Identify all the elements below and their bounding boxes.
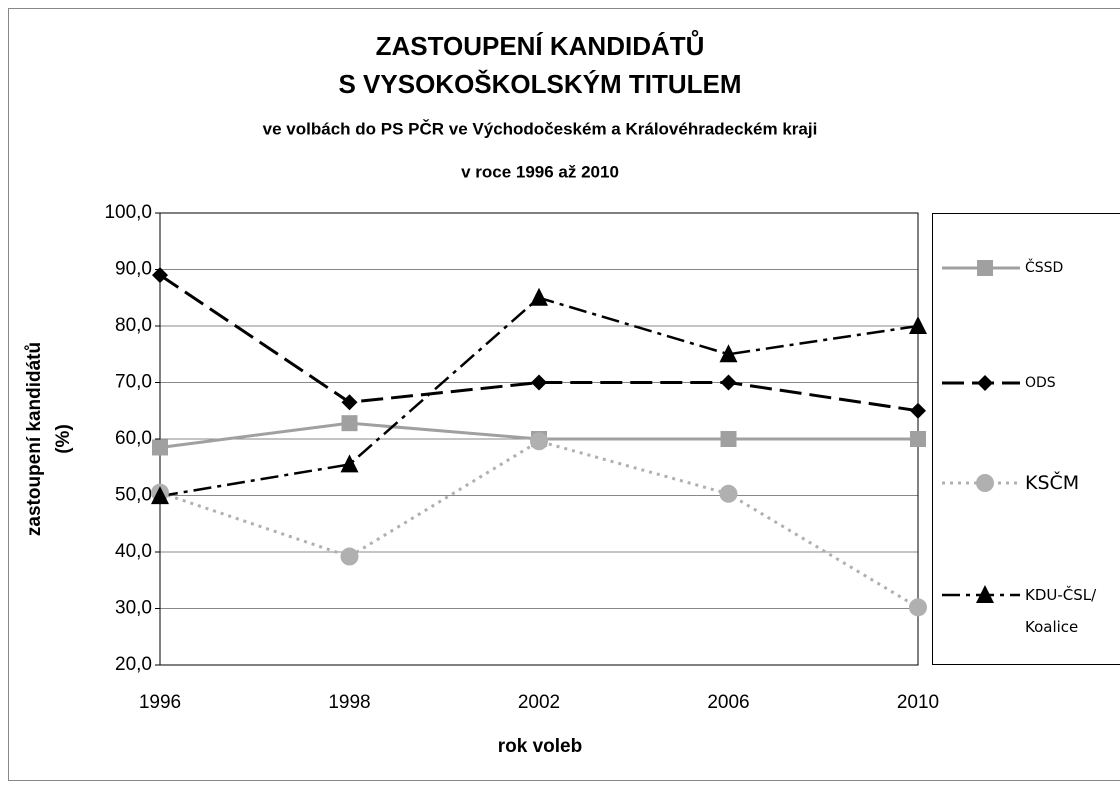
chart-subtitle: v roce 1996 až 2010 xyxy=(461,162,619,181)
y-axis-label: zastoupení kandidátů xyxy=(24,342,45,536)
marker xyxy=(152,267,168,284)
series-line xyxy=(159,273,919,413)
chart-subtitle: ve volbách do PS PČR ve Východočeském a … xyxy=(263,119,818,138)
x-tick-label: 1996 xyxy=(139,692,181,713)
y-tick-label: 80,0 xyxy=(115,315,152,336)
y-tick-label: 50,0 xyxy=(115,485,152,506)
y-axis-label: (%) xyxy=(53,424,74,454)
marker xyxy=(530,432,548,451)
x-tick-label: 2010 xyxy=(897,692,939,713)
chart-title: ZASTOUPENÍ KANDIDÁTŮ xyxy=(376,29,705,61)
marker xyxy=(719,484,738,503)
marker xyxy=(340,547,359,566)
marker xyxy=(152,439,168,456)
marker xyxy=(909,598,927,617)
legend-label: KDU-ČSL/ Koalice xyxy=(1025,586,1097,636)
marker xyxy=(340,454,359,473)
legend-marker xyxy=(976,585,994,603)
marker xyxy=(341,394,358,411)
x-tick-label: 2002 xyxy=(518,692,560,713)
legend-label: ČSSD xyxy=(1025,260,1064,276)
legend-marker xyxy=(977,375,993,391)
chart-title: S VYSOKOŠKOLSKÝM TITULEM xyxy=(338,69,741,99)
marker xyxy=(720,374,737,391)
marker xyxy=(719,344,738,363)
marker xyxy=(910,402,926,419)
y-tick-label: 20,0 xyxy=(115,654,152,675)
y-tick-label: 100,0 xyxy=(104,202,152,223)
legend-box xyxy=(932,213,1120,665)
y-tick-label: 40,0 xyxy=(115,541,152,562)
marker xyxy=(151,486,169,505)
y-tick-label: 60,0 xyxy=(115,428,152,449)
marker xyxy=(531,374,547,391)
x-axis-label: rok voleb xyxy=(498,736,582,757)
y-tick-label: 30,0 xyxy=(115,598,152,619)
marker xyxy=(909,316,927,334)
legend-label: ODS xyxy=(1025,375,1056,391)
marker xyxy=(720,431,737,447)
x-tick-label: 1998 xyxy=(328,692,370,713)
y-tick-label: 90,0 xyxy=(115,259,152,280)
x-tick-label: 2006 xyxy=(707,692,749,713)
y-tick-label: 70,0 xyxy=(115,372,152,393)
marker xyxy=(341,415,358,432)
marker xyxy=(530,287,548,306)
legend-marker xyxy=(976,474,994,492)
marker xyxy=(910,431,926,447)
legend-label: KSČM xyxy=(1025,472,1080,494)
legend-marker xyxy=(977,260,993,276)
